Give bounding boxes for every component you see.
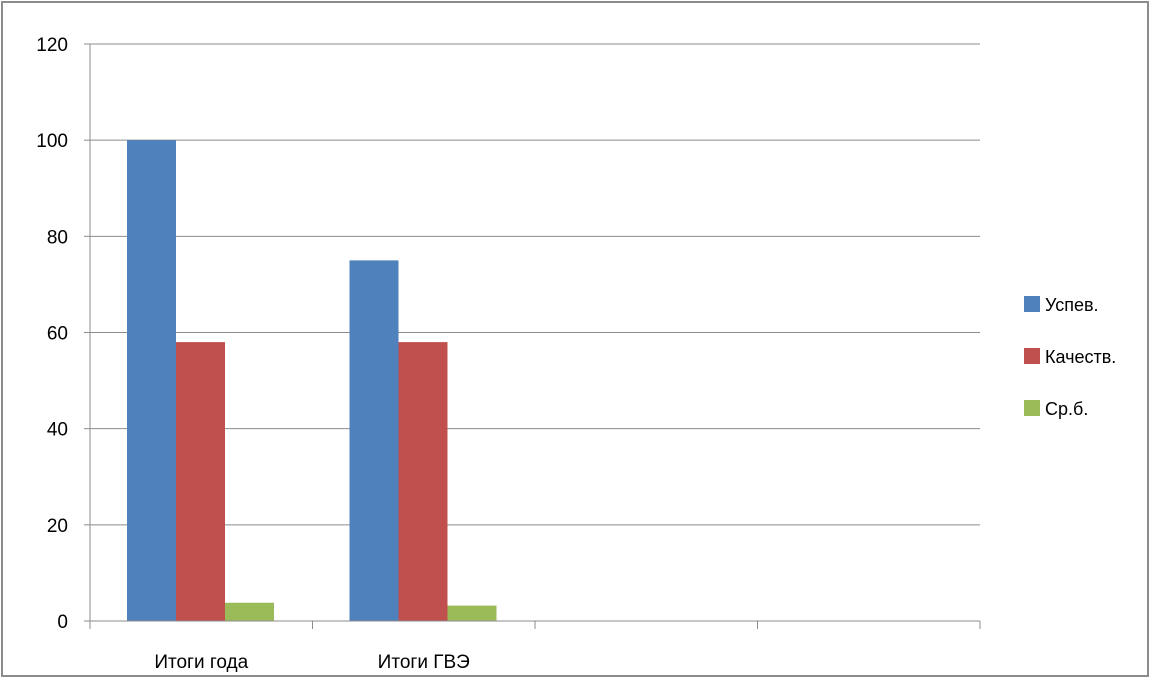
legend-label-2: Качеств. (1045, 347, 1116, 367)
bars (127, 140, 497, 621)
y-tick-label: 100 (36, 131, 68, 152)
gridlines (90, 43, 980, 526)
y-tick-labels: 0 20 40 60 80 100 120 (36, 35, 68, 633)
x-tick-labels: Итоги года Итоги ГВЭ (154, 652, 470, 673)
y-tick-label: 60 (47, 324, 68, 345)
y-tick-label: 120 (36, 35, 68, 56)
legend-label-3: Ср.б. (1045, 399, 1088, 419)
legend-swatch-3 (1024, 400, 1040, 416)
bar-1-1 (127, 140, 176, 621)
legend-label-1: Успев. (1045, 295, 1099, 315)
x-tick-label: Итоги года (154, 652, 248, 673)
axes (84, 43, 981, 629)
bar-2-1 (176, 342, 225, 621)
y-tick-label: 80 (47, 227, 68, 248)
bar-3-2 (447, 605, 497, 621)
legend-swatch-2 (1024, 348, 1040, 364)
bar-2-2 (398, 342, 448, 621)
y-tick-label: 0 (57, 612, 68, 633)
bar-3-1 (225, 602, 274, 621)
legend-swatch-1 (1024, 296, 1040, 312)
bar-1-2 (349, 260, 399, 621)
y-tick-label: 20 (47, 516, 68, 537)
x-tick-label: Итоги ГВЭ (378, 652, 470, 673)
y-tick-label: 40 (47, 420, 68, 441)
legend: Успев. Качеств. Ср.б. (1024, 295, 1116, 419)
